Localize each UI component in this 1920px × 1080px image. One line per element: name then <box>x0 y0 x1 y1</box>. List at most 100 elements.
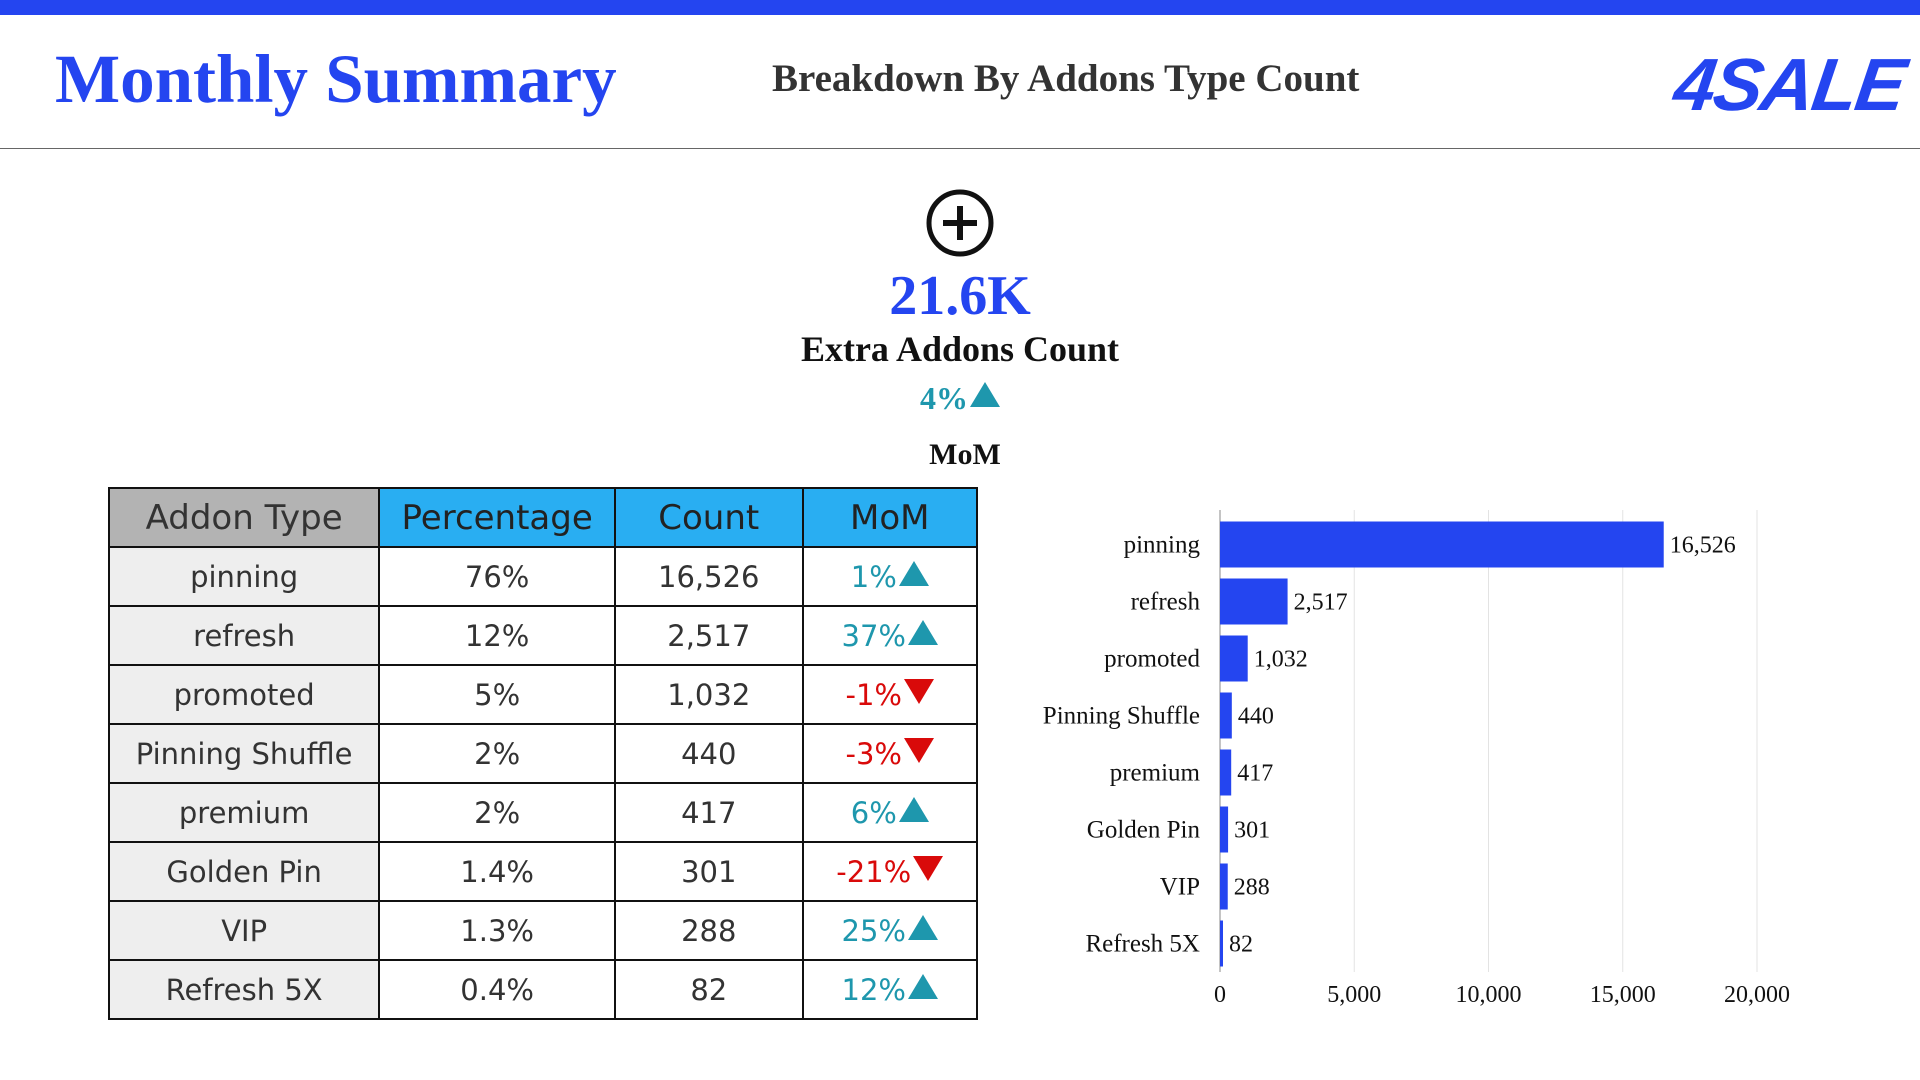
x-tick-label: 10,000 <box>1456 982 1522 1008</box>
table-row: premium 2% 417 6% <box>107 782 979 843</box>
cell-mom: -1% <box>801 664 979 725</box>
cell-count: 301 <box>614 841 804 902</box>
bar-chart-svg: 0 5,000 10,000 15,000 20,000 pinning 16,526 ref… <box>1043 510 1790 1008</box>
table-header-row: Addon Type Percentage Count MoM <box>107 487 979 548</box>
bar <box>1220 578 1288 625</box>
cell-addon-type: promoted <box>107 664 381 725</box>
bar <box>1220 806 1229 853</box>
bar <box>1220 863 1228 910</box>
category-label: premium <box>1110 760 1201 787</box>
triangle-up-icon <box>970 382 1000 407</box>
kpi-change: 4% <box>860 380 1060 417</box>
data-label: 301 <box>1234 818 1270 844</box>
data-label: 16,526 <box>1670 533 1736 559</box>
category-label: promoted <box>1104 646 1200 673</box>
category-label: Refresh 5X <box>1085 931 1200 958</box>
cell-percentage: 76% <box>378 546 617 607</box>
triangle-up-icon <box>907 619 938 645</box>
table-body: pinning 76% 16,526 1% refresh 12% 2,517 37% prom… <box>107 546 979 1020</box>
data-label: 1,032 <box>1254 647 1308 673</box>
cell-percentage: 2% <box>378 782 617 843</box>
header-count: Count <box>614 487 804 548</box>
cell-mom: 6% <box>801 782 979 843</box>
page-subtitle: Breakdown By Addons Type Count <box>772 57 1360 100</box>
data-label: 2,517 <box>1294 590 1348 616</box>
cell-count: 440 <box>614 723 804 784</box>
triangle-down-icon <box>904 678 934 704</box>
header-divider <box>0 148 1920 149</box>
cell-count: 1,032 <box>614 664 804 725</box>
x-tick-label: 15,000 <box>1590 982 1656 1008</box>
triangle-up-icon <box>898 796 929 822</box>
cell-addon-type: premium <box>107 782 381 843</box>
cell-count: 288 <box>614 900 804 961</box>
cell-addon-type: Pinning Shuffle <box>107 723 381 784</box>
cell-mom: 25% <box>801 900 979 961</box>
triangle-up-icon <box>907 973 938 999</box>
table-row: promoted 5% 1,032 -1% <box>107 664 979 725</box>
x-tick-label: 20,000 <box>1724 982 1790 1008</box>
kpi-change-label: MoM <box>929 438 1001 471</box>
cell-count: 16,526 <box>614 546 804 607</box>
brand-logo: 4SALE <box>1669 43 1910 126</box>
mom-value: 37% <box>841 618 906 653</box>
header-addon-type: Addon Type <box>107 487 381 548</box>
cell-addon-type: pinning <box>107 546 381 607</box>
triangle-up-icon <box>907 914 938 940</box>
kpi-value: 21.6K <box>889 265 1031 327</box>
bar <box>1220 635 1248 682</box>
table-row: Refresh 5X 0.4% 82 12% <box>107 959 979 1020</box>
cell-percentage: 1.4% <box>378 841 617 902</box>
cell-addon-type: Golden Pin <box>107 841 381 902</box>
category-label: pinning <box>1124 532 1201 559</box>
cell-addon-type: refresh <box>107 605 381 666</box>
table-row: VIP 1.3% 288 25% <box>107 900 979 961</box>
plus-circle-icon <box>926 189 994 257</box>
cell-mom: 37% <box>801 605 979 666</box>
mom-value: 6% <box>850 795 897 830</box>
table-row: pinning 76% 16,526 1% <box>107 546 979 607</box>
data-label: 288 <box>1234 875 1270 901</box>
mom-value: -3% <box>845 736 902 771</box>
cell-percentage: 12% <box>378 605 617 666</box>
mom-value: 12% <box>841 972 906 1007</box>
bar <box>1220 920 1223 967</box>
page-title: Monthly Summary <box>55 41 617 117</box>
mom-value: 25% <box>841 913 906 948</box>
cell-mom: -21% <box>801 841 979 902</box>
mom-value: -1% <box>845 677 902 712</box>
cell-addon-type: Refresh 5X <box>107 959 381 1020</box>
cell-percentage: 0.4% <box>378 959 617 1020</box>
triangle-down-icon <box>913 855 944 881</box>
header-mom: MoM <box>801 487 979 548</box>
cell-mom: 1% <box>801 546 979 607</box>
x-tick-label: 5,000 <box>1327 982 1381 1008</box>
addons-table: Addon Type Percentage Count MoM pinning 7… <box>107 487 979 1020</box>
addons-bar-chart: 0 5,000 10,000 15,000 20,000 pinning 16,526 ref… <box>1000 500 1900 1010</box>
table-row: Golden Pin 1.4% 301 -21% <box>107 841 979 902</box>
header-percentage: Percentage <box>378 487 617 548</box>
cell-percentage: 1.3% <box>378 900 617 961</box>
table-row: refresh 12% 2,517 37% <box>107 605 979 666</box>
top-accent-bar <box>0 0 1920 15</box>
cell-mom: -3% <box>801 723 979 784</box>
kpi-label: Extra Addons Count <box>800 329 1120 369</box>
bar <box>1220 521 1664 568</box>
category-label: Golden Pin <box>1087 817 1201 844</box>
triangle-up-icon <box>898 560 929 586</box>
kpi-change-value: 4% <box>920 380 968 416</box>
cell-addon-type: VIP <box>107 900 381 961</box>
category-label: refresh <box>1131 589 1201 616</box>
cell-count: 2,517 <box>614 605 804 666</box>
mom-value: -21% <box>836 854 912 889</box>
cell-count: 82 <box>614 959 804 1020</box>
mom-value: 1% <box>850 559 897 594</box>
table-row: Pinning Shuffle 2% 440 -3% <box>107 723 979 784</box>
data-label: 440 <box>1238 704 1274 730</box>
x-tick-label: 0 <box>1214 982 1226 1008</box>
data-label: 82 <box>1229 932 1253 958</box>
cell-percentage: 2% <box>378 723 617 784</box>
bar <box>1220 692 1232 739</box>
cell-mom: 12% <box>801 959 979 1020</box>
cell-count: 417 <box>614 782 804 843</box>
